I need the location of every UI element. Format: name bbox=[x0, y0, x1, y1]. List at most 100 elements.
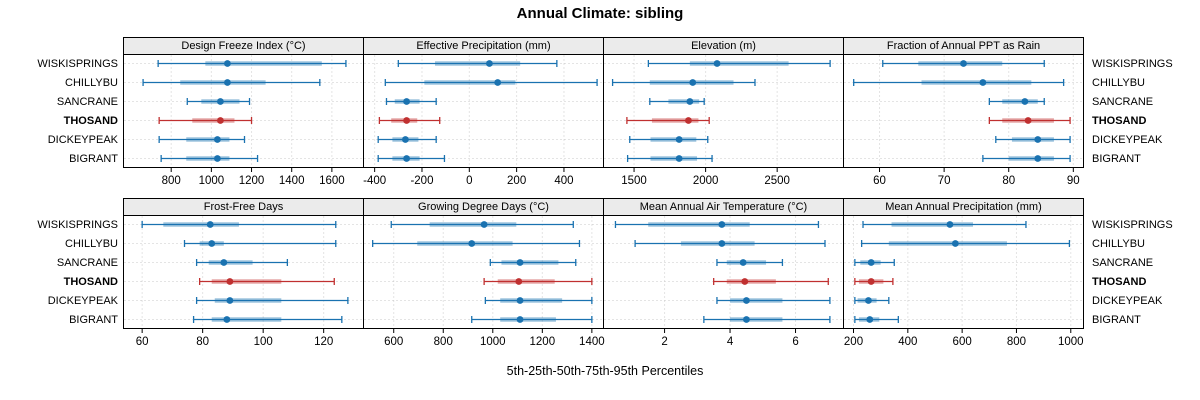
whisker-row-bigrant bbox=[854, 316, 899, 323]
whisker-row-wiskisprings bbox=[157, 60, 347, 67]
median-dot bbox=[516, 297, 524, 304]
median-dot bbox=[951, 240, 959, 247]
median-dot bbox=[516, 259, 524, 266]
station-label-left-bigrant: BIGRANT bbox=[69, 313, 118, 326]
median-dot bbox=[675, 155, 683, 162]
median-dot bbox=[867, 259, 875, 266]
axis-tick-label: 1000 bbox=[480, 336, 506, 348]
panel-strip-title: Frost-Free Days bbox=[203, 201, 284, 213]
median-dot bbox=[494, 79, 502, 86]
median-dot bbox=[743, 297, 750, 304]
axis-tick-label: 1500 bbox=[621, 175, 647, 187]
axis-tick-label: 60 bbox=[873, 175, 886, 187]
median-dot bbox=[224, 79, 231, 86]
axis-tick-label: 1600 bbox=[319, 175, 345, 187]
whisker-row-wiskisprings bbox=[647, 60, 831, 67]
station-label-right-sancrane: SANCRANE bbox=[1092, 256, 1154, 269]
median-dot bbox=[743, 316, 750, 323]
whisker-row-bigrant bbox=[377, 155, 446, 162]
panel-strip-title: Mean Annual Precipitation (mm) bbox=[885, 201, 1042, 213]
panel-fraction-of-annual-ppt-as-rain: 60 70 80 90 bbox=[843, 54, 1084, 187]
axis-tick-label: 800 bbox=[162, 175, 181, 187]
panel-strip-frost-free-days: Frost-Free Days bbox=[123, 198, 364, 216]
median-dot bbox=[946, 221, 954, 228]
panel-strip-title: Design Freeze Index (°C) bbox=[181, 40, 306, 52]
median-dot bbox=[223, 316, 231, 323]
median-dot bbox=[403, 98, 410, 105]
axis-tick-label: 1400 bbox=[579, 336, 605, 348]
whisker-row-dickeypeak bbox=[854, 297, 890, 304]
axis-tick-label: 600 bbox=[384, 336, 403, 348]
station-label-left-dickeypeak: DICKEYPEAK bbox=[47, 133, 118, 146]
median-dot bbox=[208, 240, 216, 247]
whisker-row-dickeypeak bbox=[377, 136, 437, 143]
median-dot bbox=[686, 98, 694, 105]
whisker-row-sancrane bbox=[854, 259, 895, 266]
whisker-row-wiskisprings bbox=[882, 60, 1045, 67]
figure-caption: 5th-25th-50th-75th-95th Percentiles bbox=[506, 364, 704, 378]
whisker-row-wiskisprings bbox=[614, 221, 820, 228]
median-dot bbox=[867, 278, 875, 285]
station-label-left-thosand: THOSAND bbox=[63, 114, 118, 127]
axis-tick-label: 60 bbox=[136, 336, 149, 348]
median-dot bbox=[220, 259, 228, 266]
median-dot bbox=[468, 240, 476, 247]
panel-frame bbox=[603, 54, 844, 168]
whisker-row-thosand bbox=[198, 278, 335, 285]
axis-tick-label: 200 bbox=[844, 336, 863, 348]
median-dot bbox=[206, 221, 214, 228]
panel-strip-fraction-of-annual-ppt-as-rain: Fraction of Annual PPT as Rain bbox=[843, 37, 1084, 55]
panel-frame bbox=[843, 54, 1084, 168]
whisker-row-thosand bbox=[378, 117, 441, 124]
median-dot bbox=[675, 136, 683, 143]
panel-mean-annual-precipitation-mm: 200 400 600 800 1000 bbox=[843, 215, 1084, 348]
station-label-right-bigrant: BIGRANT bbox=[1092, 313, 1141, 326]
station-label-right-chillybu: CHILLYBU bbox=[1092, 76, 1145, 89]
axis-tick-label: 2000 bbox=[693, 175, 719, 187]
station-label-right-sancrane: SANCRANE bbox=[1092, 95, 1154, 108]
median-dot bbox=[480, 221, 488, 228]
whisker-row-chillybu bbox=[634, 240, 826, 247]
whisker-row-wiskisprings bbox=[862, 221, 1027, 228]
station-label-right-thosand: THOSAND bbox=[1092, 275, 1147, 288]
station-label-right-wiskisprings: WISKISPRINGS bbox=[1092, 218, 1173, 231]
median-dot bbox=[1034, 136, 1042, 143]
whisker-row-wiskisprings bbox=[390, 221, 574, 228]
median-dot bbox=[226, 278, 234, 285]
station-label-right-dickeypeak: DICKEYPEAK bbox=[1092, 294, 1163, 307]
axis-tick-label: 2500 bbox=[764, 175, 790, 187]
whisker-row-thosand bbox=[854, 278, 894, 285]
whisker-row-thosand bbox=[158, 117, 253, 124]
station-label-left-wiskisprings: WISKISPRINGS bbox=[37, 218, 118, 231]
whisker-row-dickeypeak bbox=[629, 136, 709, 143]
median-dot bbox=[689, 79, 697, 86]
whisker-row-dickeypeak bbox=[995, 136, 1071, 143]
median-dot bbox=[217, 98, 224, 105]
panel-strip-title: Elevation (m) bbox=[691, 40, 756, 52]
median-dot bbox=[865, 297, 872, 304]
whisker-row-bigrant bbox=[160, 155, 259, 162]
whisker-row-thosand bbox=[713, 278, 829, 285]
station-label-right-chillybu: CHILLYBU bbox=[1092, 237, 1145, 250]
panel-strip-elevation-m: Elevation (m) bbox=[603, 37, 844, 55]
panel-strip-title: Fraction of Annual PPT as Rain bbox=[886, 40, 1041, 52]
axis-tick-label: 400 bbox=[554, 175, 573, 187]
whisker-row-sancrane bbox=[186, 98, 251, 105]
axis-tick-label: 1400 bbox=[279, 175, 305, 187]
median-dot bbox=[226, 297, 234, 304]
median-dot bbox=[486, 60, 493, 67]
whisker-row-wiskisprings bbox=[397, 60, 558, 67]
median-dot bbox=[1034, 155, 1042, 162]
axis-tick-label: 600 bbox=[953, 336, 972, 348]
whisker-row-chillybu bbox=[142, 79, 321, 86]
station-label-right-thosand: THOSAND bbox=[1092, 114, 1147, 127]
axis-tick-label: 80 bbox=[1002, 175, 1015, 187]
whisker-row-bigrant bbox=[626, 155, 713, 162]
whisker-row-sancrane bbox=[988, 98, 1045, 105]
axis-tick-label: 1000 bbox=[1058, 336, 1084, 348]
axis-tick-label: 80 bbox=[196, 336, 209, 348]
station-label-left-thosand: THOSAND bbox=[63, 275, 118, 288]
whisker-row-dickeypeak bbox=[716, 297, 831, 304]
panel-frame bbox=[363, 54, 604, 168]
panel-frame bbox=[603, 215, 844, 329]
